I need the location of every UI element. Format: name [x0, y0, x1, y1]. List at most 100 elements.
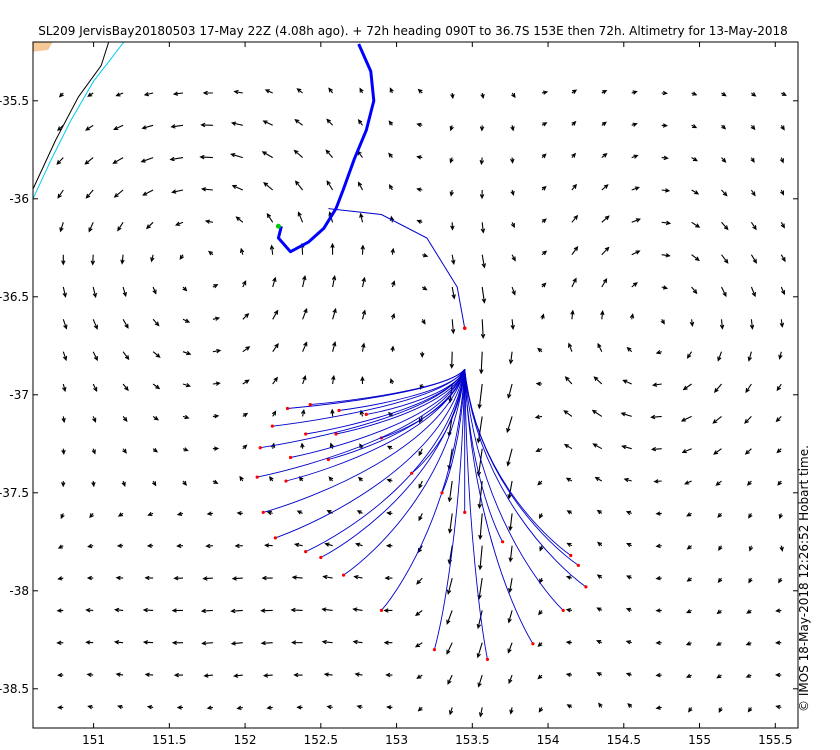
current-arrow-166 — [361, 276, 366, 288]
trajectory-19 — [433, 369, 466, 650]
y-tick-label: -36 — [9, 192, 29, 206]
current-arrow-478 — [354, 672, 363, 677]
current-arrow-184 — [122, 319, 129, 329]
current-arrow-483 — [508, 674, 513, 685]
current-arrow-9 — [328, 87, 334, 94]
current-arrow-233 — [809, 352, 812, 357]
current-arrow-397 — [261, 575, 273, 581]
current-arrow-398 — [291, 575, 303, 580]
current-arrow-283 — [744, 416, 752, 424]
current-arrow-36 — [357, 119, 363, 126]
current-arrow-427 — [383, 608, 393, 613]
isobath-line — [33, 42, 125, 200]
trajectory-1 — [310, 369, 466, 406]
current-arrow-12 — [417, 88, 423, 94]
current-arrow-290 — [182, 447, 189, 452]
trajectory-end-11 — [255, 475, 259, 479]
current-arrow-410 — [655, 576, 662, 581]
current-arrow-14 — [480, 92, 485, 100]
x-tick-label: 153 — [385, 733, 408, 747]
current-arrow-399 — [322, 574, 333, 580]
current-arrow-226 — [597, 342, 603, 352]
current-arrow-537 — [572, 737, 576, 741]
current-arrow-388 — [779, 545, 784, 552]
current-arrow-512 — [598, 702, 603, 708]
current-arrow-424 — [290, 607, 303, 613]
current-arrow-51 — [810, 125, 813, 129]
current-arrow-25 — [811, 91, 816, 95]
current-arrow-191 — [332, 307, 337, 320]
trajectory-end-18 — [379, 608, 384, 613]
current-arrow-348 — [356, 510, 363, 515]
current-arrow-367 — [146, 543, 154, 549]
current-arrow-378 — [478, 545, 483, 571]
current-arrow-188 — [242, 313, 250, 320]
current-arrow-31 — [200, 122, 213, 128]
current-arrow-513 — [627, 703, 633, 708]
current-arrow-213 — [212, 348, 222, 354]
trajectory-9 — [290, 369, 466, 458]
current-arrow-474 — [233, 673, 243, 678]
current-arrow-193 — [390, 313, 396, 320]
trajectory-28 — [441, 369, 466, 493]
current-arrow-330 — [594, 476, 603, 482]
current-arrow-232 — [778, 351, 783, 360]
trajectory-23 — [464, 369, 587, 588]
current-arrow-249 — [507, 383, 513, 399]
current-arrow-336 — [777, 480, 782, 486]
current-arrow-312 — [61, 480, 66, 488]
current-arrow-77 — [809, 158, 813, 163]
current-arrow-69 — [571, 152, 577, 158]
current-arrow-197 — [510, 319, 515, 331]
current-arrow-327 — [507, 480, 513, 500]
glider-position-marker — [275, 223, 281, 229]
current-arrow-334 — [715, 480, 722, 486]
current-arrow-425 — [321, 607, 333, 612]
current-arrow-329 — [565, 477, 573, 482]
current-arrow-489 — [685, 673, 692, 678]
current-arrow-437 — [685, 609, 692, 614]
current-arrow-236 — [122, 383, 129, 392]
current-arrow-151 — [691, 254, 700, 262]
current-arrow-111 — [266, 212, 274, 223]
current-arrow-131 — [90, 254, 96, 266]
current-arrow-168 — [422, 286, 428, 291]
current-arrow-30 — [170, 124, 184, 129]
current-arrow-372 — [293, 542, 303, 548]
current-arrow-33 — [262, 120, 273, 126]
plot-frame — [32, 41, 799, 729]
current-arrow-380 — [539, 545, 544, 552]
current-arrow-55 — [140, 157, 154, 163]
current-arrow-204 — [719, 319, 725, 330]
current-arrow-430 — [476, 610, 483, 630]
current-arrow-85 — [263, 181, 274, 191]
current-arrow-365 — [87, 543, 94, 549]
current-arrow-71 — [631, 154, 639, 159]
current-arrow-530 — [359, 736, 363, 740]
current-arrow-538 — [601, 736, 605, 740]
current-arrow-453 — [383, 640, 393, 645]
current-arrow-19 — [631, 90, 638, 95]
current-arrow-26 — [57, 124, 64, 132]
trajectory-end-27 — [463, 510, 467, 514]
current-arrow-238 — [182, 382, 192, 388]
current-arrow-384 — [655, 543, 662, 549]
current-arrow-286 — [61, 448, 66, 455]
trajectory-end-12 — [284, 479, 288, 483]
current-arrow-275 — [506, 416, 513, 434]
current-arrow-129 — [810, 222, 813, 226]
current-arrow-533 — [451, 740, 455, 745]
current-arrow-428 — [415, 609, 423, 617]
current-arrow-298 — [418, 448, 423, 457]
x-tick-label: 155 — [688, 733, 711, 747]
current-arrow-306 — [650, 446, 662, 452]
current-arrow-240 — [242, 379, 250, 385]
current-arrow-504 — [356, 704, 363, 710]
current-arrow-212 — [182, 350, 192, 356]
copyright-note: © IMOS 18-May-2018 12:26:52 Hobart time. — [797, 445, 811, 712]
trajectory-end-8 — [258, 446, 262, 450]
current-arrow-66 — [479, 157, 485, 166]
current-arrow-511 — [566, 704, 573, 709]
x-tick-label: 154.5 — [607, 733, 641, 747]
current-arrow-195 — [450, 319, 456, 335]
